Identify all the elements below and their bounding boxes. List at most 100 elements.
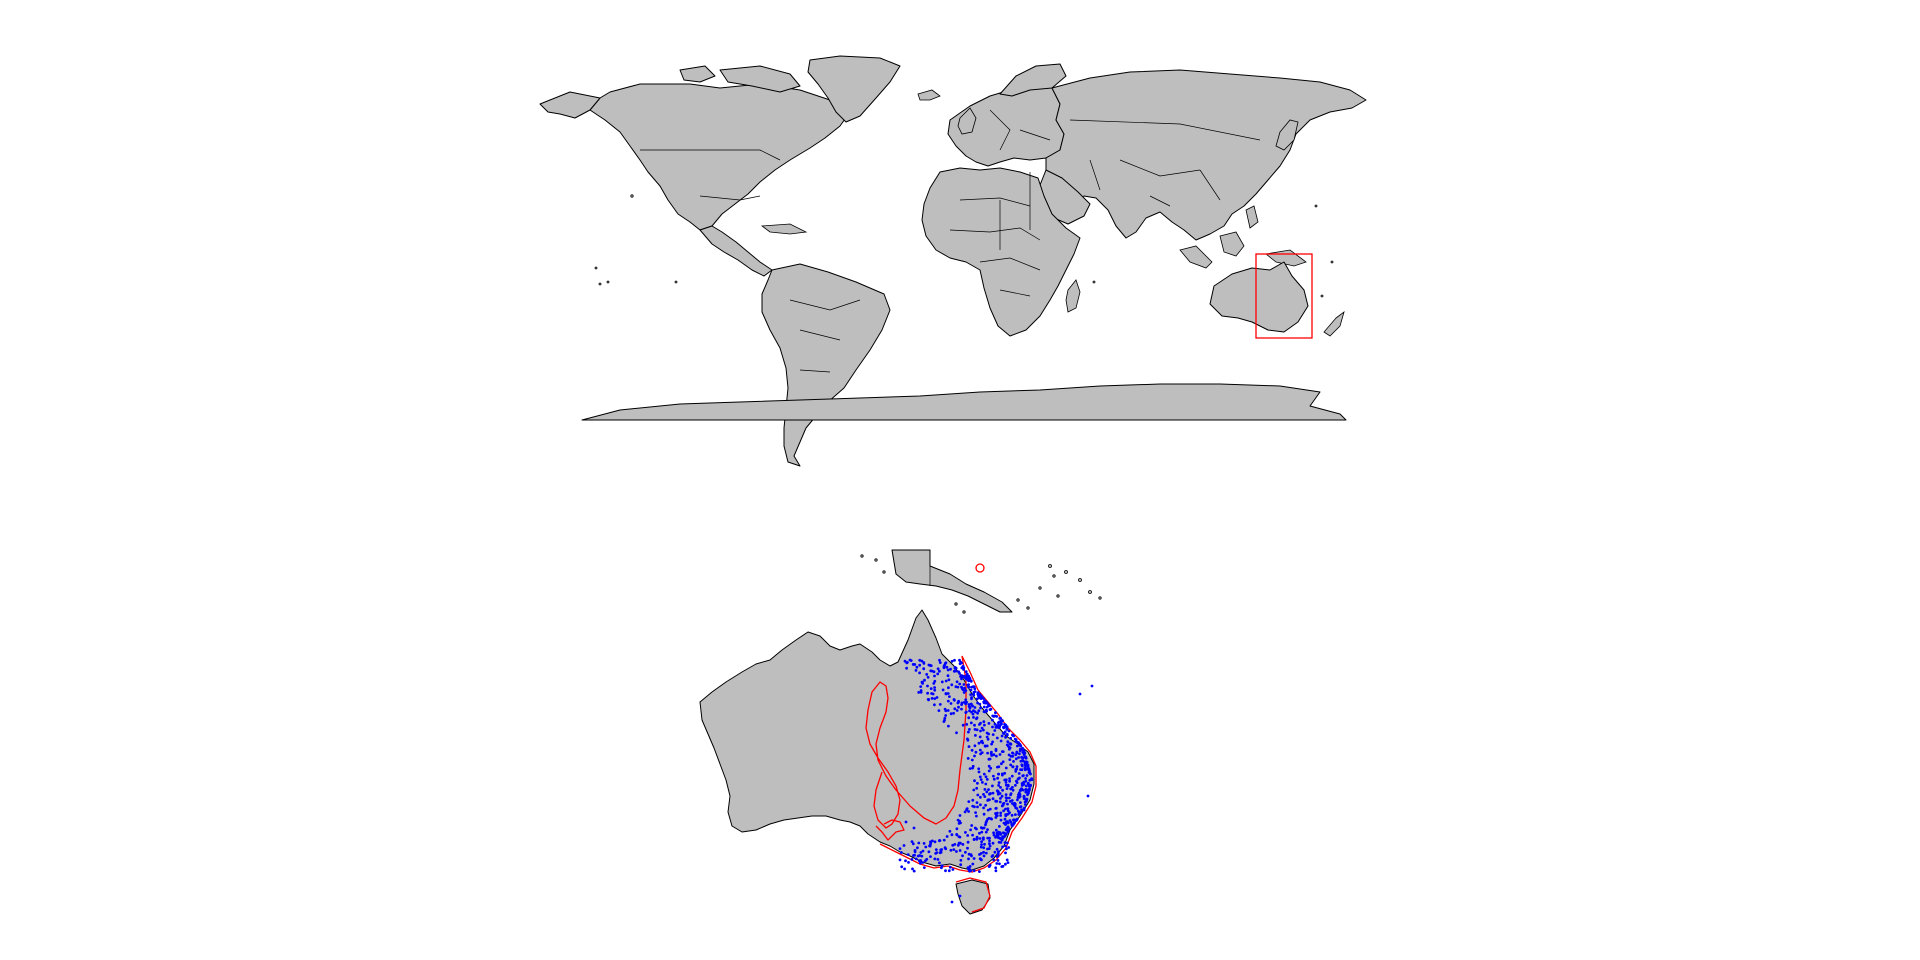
occurrence-point — [993, 722, 997, 726]
occurrence-point — [959, 858, 963, 862]
occurrence-point — [933, 703, 936, 707]
occurrence-point — [1018, 810, 1021, 814]
occurrence-point — [992, 777, 996, 781]
occurrence-point — [970, 685, 974, 689]
occurrence-point — [1027, 771, 1031, 774]
occurrence-point — [985, 790, 989, 794]
antarctica — [581, 383, 1347, 421]
occurrence-point — [973, 723, 976, 727]
occurrence-point — [972, 837, 976, 841]
occurrence-point — [1014, 757, 1018, 761]
occurrence-point — [1015, 744, 1019, 748]
occurrence-point — [991, 841, 995, 845]
occurrence-point — [1004, 799, 1008, 803]
occurrence-point — [982, 850, 985, 854]
occurrence-point — [993, 729, 997, 732]
occurrence-point — [1003, 730, 1007, 734]
occurrence-point — [967, 852, 971, 856]
australia-map — [699, 549, 1102, 915]
occurrence-point — [1004, 735, 1007, 739]
occurrence-point — [964, 710, 968, 714]
occurrence-point — [988, 839, 991, 843]
occurrence-point — [990, 750, 993, 754]
occurrence-point — [958, 894, 962, 898]
united-kingdom — [957, 107, 977, 135]
occurrence-point — [1004, 851, 1007, 855]
occurrence-point — [898, 847, 902, 850]
philippines — [1245, 205, 1259, 229]
occurrence-point — [998, 862, 1001, 866]
occurrence-point — [1014, 740, 1018, 744]
occurrence-point — [1009, 787, 1013, 791]
occurrence-point — [944, 692, 948, 696]
occurrence-point — [1011, 802, 1014, 805]
occurrence-point — [976, 711, 979, 715]
occurrence-point — [992, 831, 995, 835]
occurrence-point — [979, 845, 983, 849]
world-small-islands — [594, 194, 1334, 298]
occurrence-point — [989, 766, 993, 770]
occurrence-point — [965, 723, 969, 726]
occurrence-point — [979, 752, 982, 756]
occurrence-point — [1004, 766, 1008, 770]
occurrence-point — [946, 692, 950, 695]
occurrence-point — [972, 709, 975, 713]
occurrence-point — [1007, 796, 1011, 800]
occurrence-point — [999, 739, 1003, 743]
occurrence-point — [955, 833, 959, 837]
occurrence-point — [969, 828, 972, 832]
occurrence-point — [1006, 825, 1010, 829]
occurrence-point — [900, 865, 904, 869]
occurrence-point — [903, 867, 906, 871]
occurrence-point — [938, 703, 942, 706]
occurrence-point — [991, 718, 994, 722]
world-country-borders — [640, 109, 1261, 373]
occurrence-point — [1078, 692, 1082, 696]
occurrence-point — [984, 821, 988, 825]
occurrence-point — [971, 833, 974, 837]
occurrence-point — [966, 846, 969, 850]
occurrence-point — [1027, 790, 1031, 793]
occurrence-point — [1004, 725, 1008, 729]
occurrence-point — [980, 840, 983, 844]
occurrence-point — [996, 852, 1000, 856]
occurrence-point — [1001, 719, 1004, 723]
occurrence-point — [968, 728, 971, 731]
occurrence-point — [917, 691, 921, 694]
occurrence-point — [1006, 830, 1010, 834]
occurrence-point — [912, 663, 916, 666]
occurrence-point — [971, 798, 975, 802]
occurrence-point — [1000, 838, 1004, 842]
occurrence-point — [952, 698, 956, 701]
occurrence-point — [1003, 778, 1007, 782]
occurrence-point — [962, 674, 965, 678]
occurrence-point — [993, 714, 997, 718]
occurrence-point — [936, 672, 940, 676]
occurrence-point — [1020, 763, 1024, 767]
occurrence-point — [999, 797, 1002, 800]
occurrence-point — [988, 844, 992, 848]
occurrence-point — [957, 705, 960, 709]
occurrence-point — [982, 720, 986, 724]
occurrence-point — [980, 739, 984, 743]
occurrence-point — [958, 672, 961, 675]
occurrence-point — [979, 721, 982, 725]
occurrence-point — [976, 793, 980, 797]
occurrence-point — [1005, 727, 1009, 731]
occurrence-point — [980, 843, 983, 846]
occurrence-point — [978, 702, 982, 706]
occurrence-point — [984, 803, 987, 807]
occurrence-point — [981, 826, 984, 830]
occurrence-point — [1002, 726, 1006, 730]
occurrence-point — [982, 836, 985, 840]
occurrence-point — [968, 709, 971, 713]
occurrence-point — [962, 683, 966, 686]
occurrence-point — [1086, 794, 1090, 798]
occurrence-point — [1019, 768, 1022, 771]
occurrence-point — [969, 721, 973, 725]
occurrence-point — [943, 662, 947, 665]
occurrence-point — [983, 744, 987, 748]
occurrence-point — [909, 659, 913, 662]
occurrence-point — [950, 683, 954, 687]
occurrence-point — [939, 850, 943, 854]
